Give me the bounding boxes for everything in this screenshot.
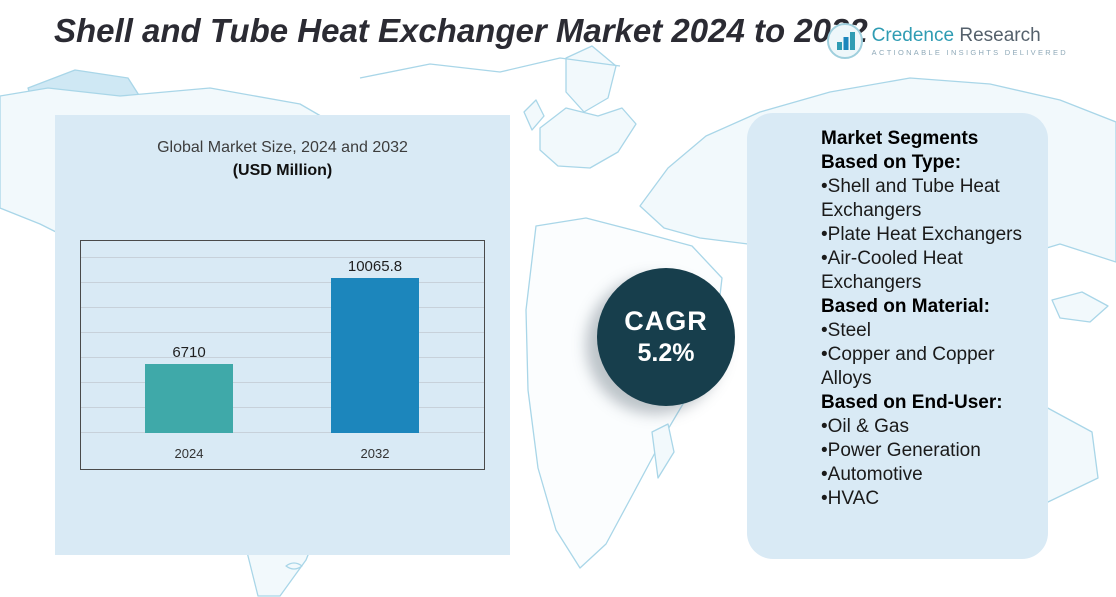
market-segments-panel: Market Segments Based on Type: Shell and… [747,113,1048,559]
plot-area: 6710 10065.8 [81,251,484,433]
cagr-badge: CAGR 5.2% [597,268,735,406]
map-europe [539,107,637,169]
bar-2024 [145,364,233,433]
logo-name-primary: Credence [871,24,955,46]
cagr-label: CAGR [624,306,708,336]
chart-subtitle: (USD Million) [232,162,333,179]
map-madagascar [651,423,675,479]
segments-list-material: Steel Copper and Copper Alloys [821,319,1038,391]
logo-text: Credence Research Actionable Insights De… [871,24,1068,57]
segments-title: Market Segments [821,128,979,149]
map-scandinavia [565,45,617,113]
bar-group-2032: 10065.8 [331,258,419,433]
segments-heading-enduser: Based on End-User: [821,392,1003,413]
logo-name-secondary: Research [959,24,1041,46]
bar-2032 [331,278,419,433]
list-item: HVAC [821,487,1038,511]
list-item: Shell and Tube Heat Exchangers [821,175,1038,223]
logo-bar-chart-icon [826,23,863,59]
page-title: Shell and Tube Heat Exchanger Market 202… [54,12,868,49]
map-island-detail [285,562,303,570]
bar-value-2024: 6710 [172,344,206,361]
market-size-panel: Global Market Size, 2024 and 2032 (USD M… [55,115,510,555]
list-item: Oil & Gas [821,415,1038,439]
map-indonesia [1051,291,1109,323]
map-uk [523,99,545,131]
map-arctic-line [359,57,621,79]
list-item: Steel [821,319,1038,343]
logo-tagline: Actionable Insights Delivered [871,47,1068,57]
bar-value-2032: 10065.8 [347,258,403,275]
cagr-value: 5.2% [637,339,695,367]
segments-list-type: Shell and Tube Heat Exchangers Plate Hea… [821,175,1038,295]
list-item: Power Generation [821,439,1038,463]
x-label-2024: 2024 [174,446,204,461]
credence-research-logo: Credence Research Actionable Insights De… [826,22,1068,60]
list-item: Copper and Copper Alloys [821,343,1038,391]
list-item: Plate Heat Exchangers [821,223,1038,247]
list-item: Automotive [821,463,1038,487]
logo-name: Credence Research [871,24,1068,46]
chart-title: Global Market Size, 2024 and 2032 [157,139,408,156]
bar-group-2024: 6710 [145,344,233,433]
segments-list-enduser: Oil & Gas Power Generation Automotive HV… [821,415,1038,511]
bar-chart: 6710 10065.8 2024 2032 [80,240,485,470]
segments-heading-material: Based on Material: [821,296,990,317]
list-item: Air-Cooled Heat Exchangers [821,247,1038,295]
segments-heading-type: Based on Type: [821,152,962,173]
x-label-2032: 2032 [360,446,390,461]
